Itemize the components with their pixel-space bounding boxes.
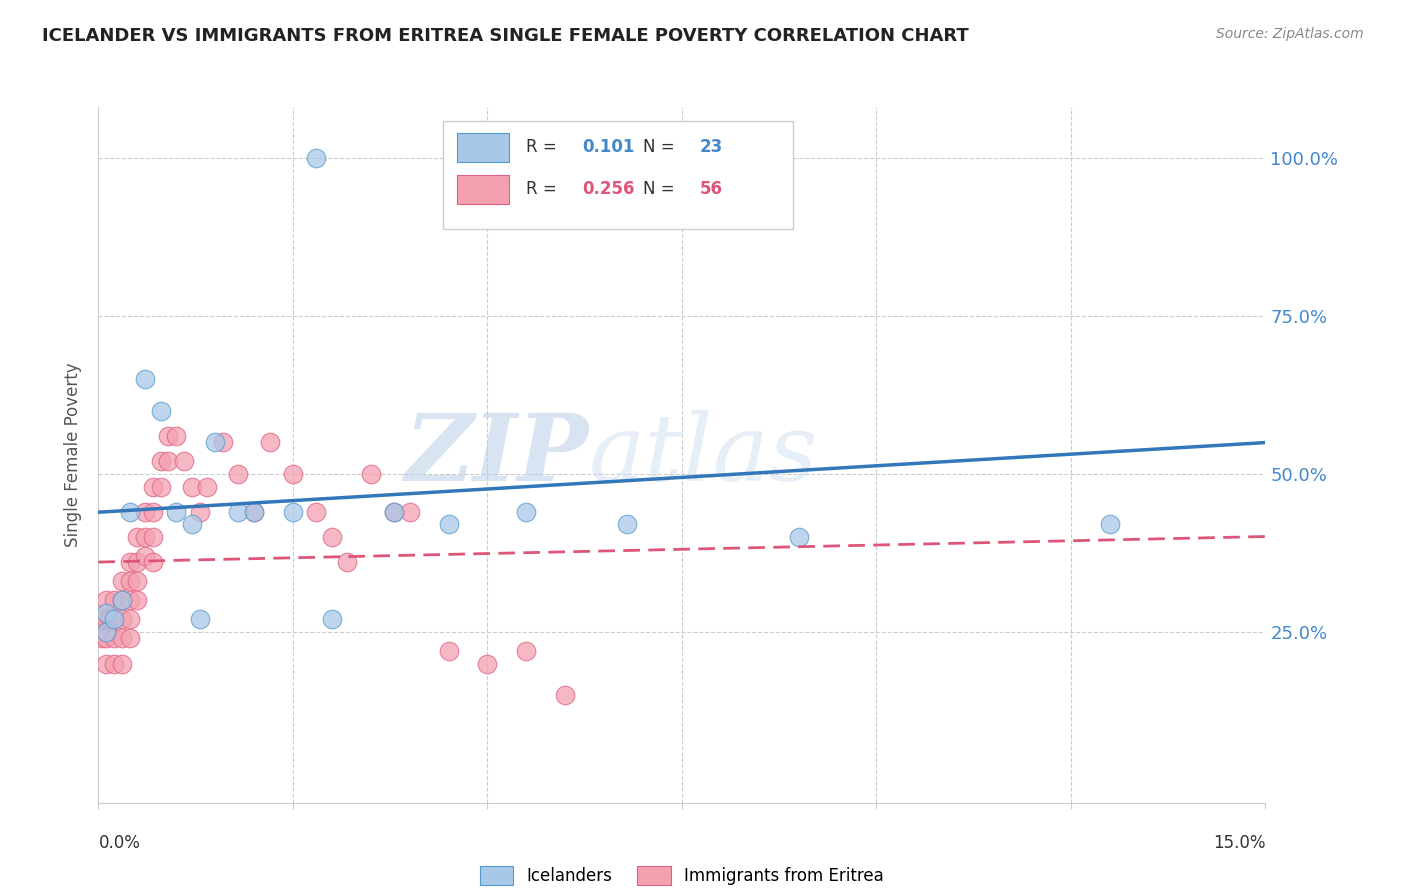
Point — [118, 632, 141, 646]
Point — [321, 612, 343, 626]
Point — [180, 479, 202, 493]
Point — [142, 505, 165, 519]
Point — [111, 593, 134, 607]
Point — [305, 505, 328, 519]
Point — [142, 530, 165, 544]
Point — [382, 505, 405, 519]
Point — [127, 593, 149, 607]
Point — [180, 517, 202, 532]
Text: R =: R = — [526, 180, 561, 198]
Point — [111, 612, 134, 626]
Point — [515, 505, 537, 519]
Point — [204, 435, 226, 450]
FancyBboxPatch shape — [457, 133, 509, 162]
Point — [228, 505, 250, 519]
Point — [437, 644, 460, 658]
Text: 0.0%: 0.0% — [98, 834, 141, 852]
Point — [118, 556, 141, 570]
Point — [103, 593, 125, 607]
Point — [259, 435, 281, 450]
Text: R =: R = — [526, 138, 561, 156]
Point — [118, 574, 141, 589]
Point — [228, 467, 250, 481]
Point — [165, 429, 187, 443]
Point — [554, 688, 576, 702]
Point — [437, 517, 460, 532]
Point — [1098, 517, 1121, 532]
Legend: Icelanders, Immigrants from Eritrea: Icelanders, Immigrants from Eritrea — [479, 865, 884, 885]
Point — [165, 505, 187, 519]
FancyBboxPatch shape — [443, 121, 793, 229]
Text: 15.0%: 15.0% — [1213, 834, 1265, 852]
Point — [118, 505, 141, 519]
Text: 0.256: 0.256 — [582, 180, 636, 198]
Point — [787, 530, 810, 544]
Point — [134, 549, 156, 563]
Point — [477, 657, 499, 671]
Point — [149, 403, 172, 417]
Point — [91, 632, 114, 646]
Point — [149, 479, 172, 493]
Point — [96, 625, 118, 640]
Point — [91, 612, 114, 626]
Point — [96, 657, 118, 671]
Point — [103, 632, 125, 646]
Point — [103, 612, 125, 626]
Point — [616, 517, 638, 532]
Point — [243, 505, 266, 519]
Point — [127, 556, 149, 570]
Point — [149, 454, 172, 468]
Point — [157, 429, 180, 443]
Text: ZIP: ZIP — [405, 410, 589, 500]
Point — [111, 593, 134, 607]
Point — [382, 505, 405, 519]
Point — [477, 151, 499, 165]
Point — [157, 454, 180, 468]
Point — [188, 505, 211, 519]
Y-axis label: Single Female Poverty: Single Female Poverty — [65, 363, 83, 547]
Text: atlas: atlas — [589, 410, 818, 500]
Point — [142, 479, 165, 493]
Point — [127, 574, 149, 589]
Point — [360, 467, 382, 481]
FancyBboxPatch shape — [457, 175, 509, 203]
Point — [111, 632, 134, 646]
Point — [134, 530, 156, 544]
Point — [243, 505, 266, 519]
Point — [103, 657, 125, 671]
Point — [142, 556, 165, 570]
Point — [336, 556, 359, 570]
Point — [281, 467, 304, 481]
Point — [305, 151, 328, 165]
Text: 0.101: 0.101 — [582, 138, 636, 156]
Text: N =: N = — [644, 138, 681, 156]
Point — [173, 454, 195, 468]
Point — [398, 505, 420, 519]
Point — [515, 644, 537, 658]
Point — [127, 530, 149, 544]
Point — [321, 530, 343, 544]
Point — [188, 612, 211, 626]
Point — [134, 505, 156, 519]
Text: 56: 56 — [699, 180, 723, 198]
Point — [212, 435, 235, 450]
Point — [134, 372, 156, 386]
Text: 23: 23 — [699, 138, 723, 156]
Point — [111, 574, 134, 589]
Point — [96, 612, 118, 626]
Point — [281, 505, 304, 519]
Text: ICELANDER VS IMMIGRANTS FROM ERITREA SINGLE FEMALE POVERTY CORRELATION CHART: ICELANDER VS IMMIGRANTS FROM ERITREA SIN… — [42, 27, 969, 45]
Point — [96, 606, 118, 620]
Point — [103, 612, 125, 626]
Point — [96, 632, 118, 646]
Point — [96, 593, 118, 607]
Point — [98, 612, 121, 626]
Text: N =: N = — [644, 180, 681, 198]
Point — [195, 479, 218, 493]
Text: Source: ZipAtlas.com: Source: ZipAtlas.com — [1216, 27, 1364, 41]
Point — [118, 612, 141, 626]
Point — [118, 593, 141, 607]
Point — [111, 657, 134, 671]
